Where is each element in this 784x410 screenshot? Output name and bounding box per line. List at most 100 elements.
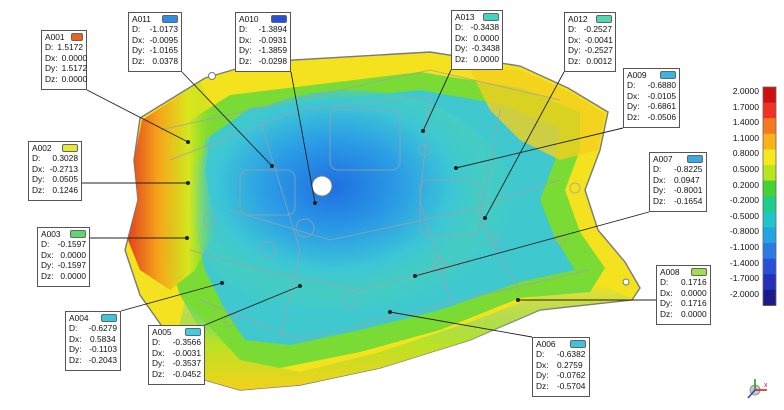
annotation-callout[interactable]: A004 D: -0.6279 Dx: 0.5834 Dy: -0.1103 Dz: -0.20…	[65, 311, 121, 371]
color-swatch	[660, 71, 676, 80]
callout-header: A004	[69, 313, 117, 323]
callout-key: D:	[568, 24, 577, 35]
annotation-callout[interactable]: A009 D: -0.6880 Dx: -0.0105 Dy: -0.6861 Dz: -0.0…	[623, 68, 680, 128]
scale-color-band	[763, 133, 776, 150]
annotation-callout[interactable]: A005 D: -0.3566 Dx: -0.0031 Dy: -0.3537 Dz: -0.0…	[148, 325, 205, 385]
callout-value: 0.0505	[52, 174, 78, 185]
axis-triad-icon: x	[747, 379, 768, 399]
annotation-callout[interactable]: A002 D: 0.3028 Dx: -0.2713 Dy: 0.0505 Dz: 0.1246	[28, 141, 82, 201]
annotation-callout[interactable]: A006 D: -0.6382 Dx: 0.2759 Dy: -0.0762 Dz: -0.57…	[532, 337, 590, 397]
callout-row: Dz: -0.0298	[239, 56, 287, 66]
callout-key: Dy:	[568, 45, 581, 56]
callout-value: -0.0105	[647, 90, 676, 101]
callout-value: 0.1716	[681, 298, 707, 309]
callout-value: -1.3894	[258, 24, 287, 35]
scale-color-band	[763, 289, 776, 306]
callout-header: A007	[653, 154, 703, 164]
callout-row: D: -0.1597	[41, 239, 86, 249]
callout-row: Dx: -0.0105	[627, 91, 676, 101]
callout-key: Dz:	[536, 380, 549, 391]
callout-value: 0.0000	[473, 53, 499, 64]
callout-row: Dz: 0.0012	[568, 56, 612, 66]
measurement-point[interactable]	[453, 165, 459, 171]
callout-value: 0.1716	[681, 277, 707, 288]
callout-value: -0.6880	[647, 80, 676, 91]
measurement-point[interactable]	[185, 139, 191, 145]
callout-row: D: -0.6880	[627, 80, 676, 90]
color-swatch	[185, 328, 201, 337]
color-swatch	[570, 340, 586, 349]
measurement-point[interactable]	[312, 200, 318, 206]
callout-header: A009	[627, 70, 676, 80]
callout-value: 0.5834	[90, 333, 116, 344]
scale-color-band	[763, 87, 776, 104]
callout-row: Dx: -0.2713	[32, 164, 78, 174]
callout-key: Dx:	[69, 333, 82, 344]
annotation-callout[interactable]: A003 D: -0.1597 Dx: 0.0000 Dy: -0.1597 Dz: 0.000…	[37, 227, 90, 287]
callout-row: D: -1.3894	[239, 24, 287, 34]
annotation-callout[interactable]: A010 D: -1.3894 Dx: -0.0931 Dy: -1.3859 Dz: -0.0…	[235, 12, 291, 72]
scale-frame	[762, 86, 777, 306]
callout-value: -0.3438	[470, 22, 499, 33]
callout-id: A009	[627, 70, 647, 80]
measurement-point[interactable]	[219, 280, 225, 286]
callout-header: A011	[132, 14, 178, 24]
color-swatch	[62, 144, 78, 153]
scale-label: 1.7000	[732, 101, 759, 112]
callout-value: 0.0947	[674, 174, 700, 185]
annotation-callout[interactable]: A008 D: 0.1716 Dx: 0.0000 Dy: 0.1716 Dz: 0.0000	[656, 265, 711, 325]
annotation-callout[interactable]: A007 D: -0.8225 Dx: 0.0947 Dy: -0.8001 Dz: -0.16…	[649, 152, 707, 212]
color-swatch	[101, 314, 117, 323]
callout-row: D: -0.6279	[69, 323, 117, 333]
callout-value: -1.0173	[149, 24, 178, 35]
callout-value: 0.0000	[61, 52, 88, 63]
measurement-point[interactable]	[420, 128, 426, 134]
callout-key: D:	[455, 22, 464, 33]
callout-key: D:	[239, 24, 248, 35]
measurement-point[interactable]	[515, 297, 521, 303]
callout-id: A006	[536, 339, 556, 349]
color-swatch	[483, 13, 499, 22]
callout-value: -0.2043	[88, 354, 117, 365]
measurement-point[interactable]	[387, 309, 393, 315]
callout-value: 0.0012	[586, 55, 612, 66]
measurement-point[interactable]	[297, 283, 303, 289]
callout-id: A005	[152, 327, 172, 337]
color-swatch	[70, 33, 83, 42]
scale-label: 0.8000	[732, 148, 759, 159]
callout-key: Dx:	[568, 34, 581, 45]
callout-value: -0.0041	[584, 34, 613, 45]
callout-row: Dx: -0.0031	[152, 348, 201, 358]
leader-line	[204, 285, 301, 326]
callout-row: Dx: 0.0000	[660, 288, 707, 298]
callout-value: -0.0095	[149, 34, 178, 45]
measurement-point[interactable]	[185, 180, 191, 186]
leader-line	[455, 127, 624, 169]
measurement-point[interactable]	[184, 235, 190, 241]
callout-row: Dx: 0.2759	[536, 360, 586, 370]
annotation-callout[interactable]: A011 D: -1.0173 Dx: -0.0095 Dy: -1.0165 Dz: 0.03…	[128, 12, 182, 72]
callout-id: A001	[45, 32, 65, 42]
callout-value: -0.1597	[57, 260, 86, 271]
annotation-callout[interactable]: A001 D: 1.5172 Dx: 0.0000 Dy: 1.5172 Dz: 0.0000	[41, 30, 87, 90]
annotation-callout[interactable]: A013 D: -0.3438 Dx: 0.0000 Dy: -0.3438 Dz: 0.000…	[451, 10, 503, 70]
callout-row: D: -0.3566	[152, 337, 201, 347]
leader-line	[86, 89, 189, 143]
callout-value: 0.0000	[681, 308, 707, 319]
callout-row: Dz: 0.0000	[455, 54, 499, 64]
annotation-callout[interactable]: A012 D: -0.2527 Dx: -0.0041 Dy: -0.2527 Dz: 0.00…	[564, 12, 616, 72]
callout-value: 1.5172	[57, 42, 83, 53]
measurement-point[interactable]	[412, 273, 418, 279]
callout-value: 0.0000	[60, 270, 86, 281]
leader-line	[290, 71, 316, 204]
measurement-point[interactable]	[482, 215, 488, 221]
callout-header: A013	[455, 12, 499, 22]
callout-id: A004	[69, 313, 89, 323]
scale-label: 0.5000	[732, 164, 759, 174]
callout-id: A013	[455, 12, 475, 22]
callout-header: A001	[45, 32, 83, 42]
callout-id: A008	[660, 267, 680, 277]
callout-row: D: -0.6382	[536, 349, 586, 359]
measurement-point[interactable]	[269, 163, 275, 169]
